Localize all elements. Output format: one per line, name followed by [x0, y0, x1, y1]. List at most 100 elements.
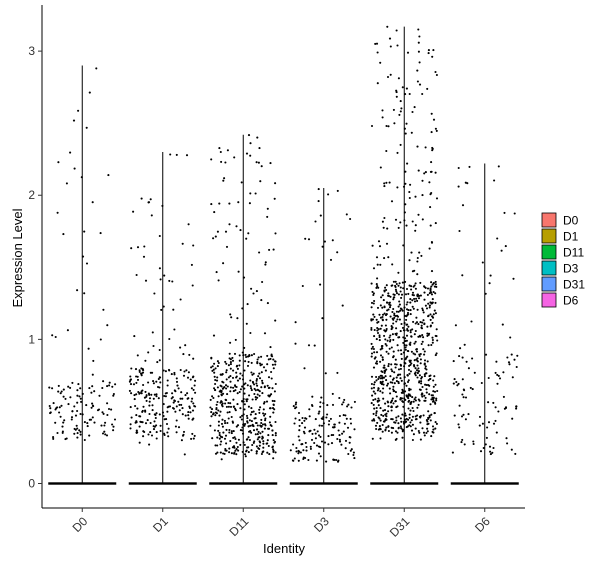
data-point [184, 344, 187, 347]
data-point [174, 390, 177, 393]
data-point [224, 230, 228, 233]
data-point [379, 381, 382, 385]
data-point [301, 284, 304, 288]
data-point [515, 365, 518, 369]
data-point [134, 368, 138, 371]
data-point [397, 373, 400, 376]
data-point [258, 408, 261, 411]
data-point [414, 396, 417, 399]
data-point [57, 390, 60, 393]
data-point [192, 388, 195, 391]
data-point [435, 397, 438, 400]
data-point [148, 393, 151, 396]
data-point [407, 292, 410, 295]
legend-key-d0 [541, 212, 557, 228]
data-point [105, 434, 109, 437]
data-point [103, 430, 106, 433]
data-point [155, 412, 158, 415]
data-point [408, 416, 411, 419]
data-point [102, 412, 105, 415]
data-point [145, 395, 148, 398]
data-point [376, 329, 379, 332]
data-point [370, 342, 373, 345]
data-point [181, 413, 184, 416]
data-point [251, 443, 254, 447]
data-point [272, 358, 275, 361]
data-point [396, 151, 399, 154]
data-point [262, 446, 265, 449]
data-point [153, 425, 156, 428]
data-point [249, 379, 252, 382]
data-point [92, 359, 95, 362]
data-point [241, 385, 244, 388]
data-point [302, 449, 305, 452]
data-point [370, 352, 374, 355]
data-point [251, 398, 254, 401]
data-point [270, 424, 273, 428]
data-point [403, 376, 406, 379]
data-point [383, 409, 387, 412]
data-point [182, 353, 185, 356]
data-point [381, 377, 384, 380]
violin-group-d31 [370, 25, 439, 485]
data-point [436, 389, 439, 393]
data-point [303, 367, 306, 370]
data-point [251, 373, 254, 376]
data-point [147, 351, 150, 354]
data-point [375, 351, 379, 354]
data-point [372, 412, 375, 415]
data-point [414, 367, 417, 370]
data-point [273, 408, 276, 411]
data-point [226, 149, 229, 152]
data-point [113, 418, 117, 421]
data-point [421, 307, 424, 310]
data-point [56, 406, 59, 409]
data-point [387, 125, 390, 128]
data-point [319, 214, 322, 217]
data-point [129, 423, 132, 426]
data-point [478, 415, 482, 418]
data-point [333, 423, 336, 426]
data-point [62, 421, 65, 424]
data-point [163, 274, 166, 277]
data-point [52, 437, 55, 440]
data-point [129, 406, 132, 409]
y-axis-title: Expression Level [10, 208, 25, 307]
data-point [149, 371, 152, 374]
data-point [381, 220, 384, 223]
x-tick-label-d31: D31 [387, 514, 413, 540]
data-point [423, 363, 426, 366]
data-point [149, 198, 152, 201]
data-point [414, 287, 417, 290]
data-point [147, 433, 150, 436]
data-point [416, 299, 419, 302]
data-point [395, 290, 398, 293]
data-point [502, 395, 505, 398]
data-point [431, 341, 434, 344]
data-point [133, 398, 136, 401]
data-point [261, 423, 265, 426]
data-point [402, 185, 406, 188]
data-point [101, 386, 104, 390]
data-point [373, 351, 376, 354]
data-point [135, 431, 138, 434]
data-point [350, 406, 353, 409]
data-point [506, 356, 509, 359]
data-point [138, 415, 141, 418]
data-point [430, 161, 433, 164]
data-point [254, 417, 257, 420]
data-point [256, 136, 259, 139]
data-point [427, 379, 430, 382]
data-point [415, 316, 418, 319]
data-point [379, 61, 382, 64]
data-point [257, 161, 260, 164]
data-point [392, 298, 395, 301]
data-point [155, 393, 158, 396]
data-point [267, 427, 271, 430]
data-point [395, 395, 398, 398]
data-point [106, 324, 109, 327]
data-point [227, 417, 230, 420]
data-point [400, 391, 403, 394]
data-point [218, 414, 221, 417]
data-point [432, 397, 435, 400]
